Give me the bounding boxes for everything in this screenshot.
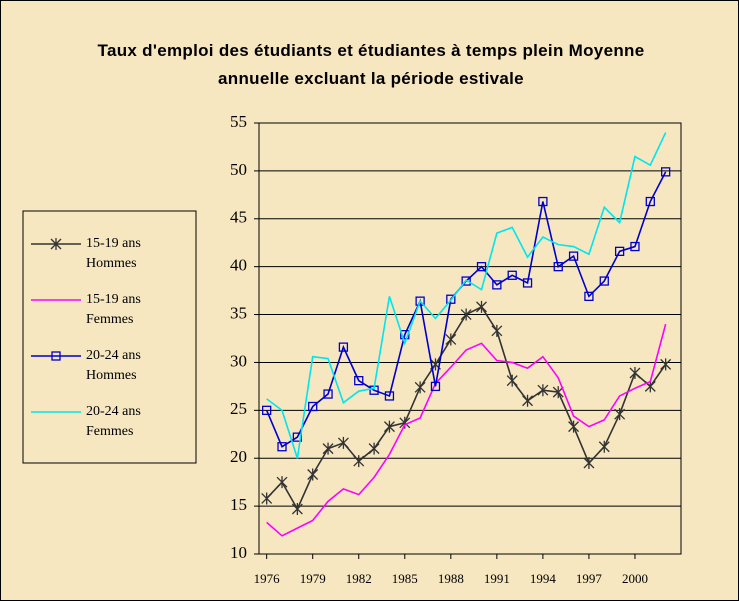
y-tick-label: 30 xyxy=(230,351,247,370)
legend xyxy=(22,210,197,464)
marker xyxy=(400,330,410,340)
marker xyxy=(354,375,364,386)
x-tick-label: 1979 xyxy=(300,571,326,586)
marker xyxy=(584,291,594,302)
marker xyxy=(399,416,411,429)
marker xyxy=(51,351,61,361)
marker xyxy=(614,246,625,256)
x-tick-label: 1994 xyxy=(530,571,557,586)
series-line xyxy=(266,323,667,537)
marker xyxy=(568,420,580,433)
marker xyxy=(262,405,272,415)
y-tick-label: 25 xyxy=(230,399,247,418)
marker xyxy=(461,276,471,286)
marker xyxy=(307,468,319,481)
y-tick-label: 35 xyxy=(230,303,247,322)
marker xyxy=(537,384,549,397)
marker xyxy=(291,502,303,515)
y-tick-label: 20 xyxy=(230,447,247,466)
chart-title: Taux d'emploi des étudiants et étudiante… xyxy=(97,41,645,88)
marker xyxy=(538,196,548,207)
marker xyxy=(368,442,380,455)
marker xyxy=(491,324,503,337)
marker xyxy=(414,381,426,394)
marker xyxy=(460,308,472,321)
marker xyxy=(323,389,333,399)
marker xyxy=(660,358,672,371)
marker xyxy=(599,276,609,286)
x-tick-label: 1988 xyxy=(438,571,464,586)
x-tick-label: 1991 xyxy=(484,571,510,586)
marker xyxy=(50,238,62,250)
y-tick-label: 40 xyxy=(230,256,247,275)
marker xyxy=(415,296,425,306)
marker xyxy=(338,342,349,352)
y-tick-label: 10 xyxy=(230,543,247,562)
marker xyxy=(630,241,640,252)
marker xyxy=(476,300,487,313)
marker xyxy=(446,294,456,304)
marker xyxy=(276,476,288,489)
marker xyxy=(322,442,334,455)
marker xyxy=(522,394,534,407)
legend-label: 15-19 ans Femmes xyxy=(86,292,141,327)
legend-label: 15-19 ans Hommes xyxy=(86,236,141,271)
series-line xyxy=(266,305,667,511)
marker xyxy=(308,401,318,412)
marker xyxy=(445,333,457,346)
x-tick-label: 2000 xyxy=(622,571,648,586)
marker xyxy=(629,366,641,379)
x-tick-label: 1982 xyxy=(346,571,372,586)
y-tick-label: 45 xyxy=(230,208,247,227)
y-tick-label: 50 xyxy=(230,160,247,179)
x-tick-label: 1997 xyxy=(576,571,603,586)
marker xyxy=(384,391,395,401)
marker xyxy=(568,251,579,261)
marker xyxy=(614,408,626,421)
marker xyxy=(506,374,518,387)
y-tick-label: 55 xyxy=(230,112,247,131)
marker xyxy=(277,442,287,452)
y-tick-label: 15 xyxy=(230,495,247,514)
marker xyxy=(353,455,365,468)
marker xyxy=(292,432,303,442)
marker xyxy=(583,457,595,470)
marker xyxy=(261,492,273,505)
marker xyxy=(476,262,487,272)
marker xyxy=(383,420,395,433)
marker xyxy=(553,262,563,272)
legend-label: 20-24 ans Hommes xyxy=(86,348,141,383)
marker xyxy=(661,167,671,177)
marker xyxy=(598,440,610,453)
marker xyxy=(507,270,517,280)
marker xyxy=(522,278,533,288)
marker xyxy=(492,280,502,290)
series-line xyxy=(266,132,667,459)
marker xyxy=(430,381,441,392)
x-tick-label: 1985 xyxy=(392,571,418,586)
marker xyxy=(552,386,564,399)
plot-area xyxy=(258,122,682,555)
legend-label: 20-24 ans Femmes xyxy=(86,404,141,439)
x-tick-label: 1976 xyxy=(254,571,281,586)
marker xyxy=(645,196,655,207)
marker xyxy=(337,436,349,449)
